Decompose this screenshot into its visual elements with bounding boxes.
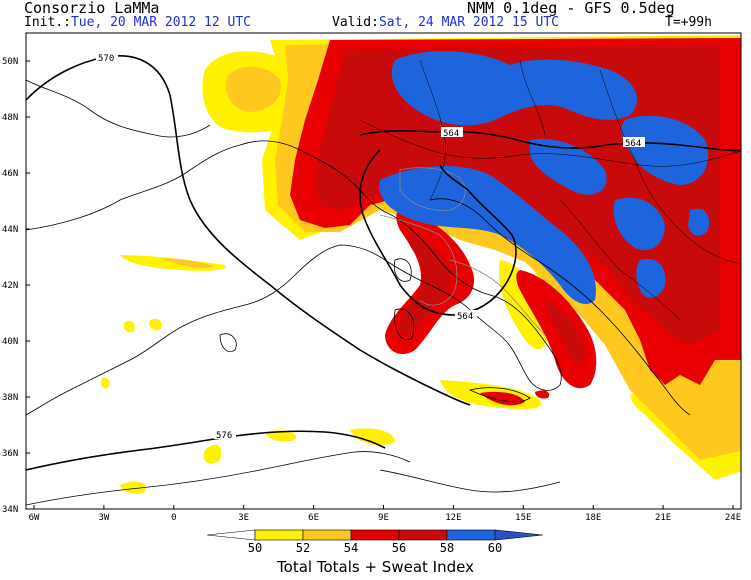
colorbar-segment [254, 529, 304, 541]
valid-value: Sat, 24 MAR 2012 15 UTC [378, 15, 559, 30]
country-borders [359, 59, 741, 321]
valid-label: Valid: [332, 15, 379, 30]
field-level-56 [315, 45, 720, 363]
lon-label: 15E [515, 513, 531, 523]
colorbar-label: 52 [295, 541, 311, 555]
latitude-axis: 50N 48N 46N 44N 42N 40N 38N 36N 34N [2, 57, 30, 515]
lon-label: 6W [29, 513, 40, 523]
contour-label-576: 576 [216, 431, 232, 441]
app-title: Consorzio LaMMa [24, 0, 160, 17]
contour-label-564b: 564 [625, 139, 641, 149]
lon-label: 18E [585, 513, 601, 523]
lat-label: 48N [2, 113, 18, 123]
lon-label: 21E [655, 513, 671, 523]
init-time: Init.:Tue, 20 MAR 2012 12 UTC [24, 15, 251, 30]
colorbar-right-arrow [494, 529, 544, 541]
region-borders [379, 167, 546, 336]
colorbar-segment [398, 529, 448, 541]
colorbar-label: 54 [343, 541, 359, 555]
lat-label: 40N [2, 337, 18, 347]
lon-label: 24E [725, 513, 741, 523]
contour-label-564a: 564 [443, 129, 459, 139]
coastlines [26, 79, 691, 506]
contour-label-564c: 564 [457, 312, 473, 322]
forecast-step: T=+99h [665, 15, 712, 30]
lat-label: 46N [2, 169, 18, 179]
contour-label-570: 570 [98, 54, 114, 64]
lat-label: 34N [2, 505, 18, 515]
longitude-axis: 6W 3W 0 3E 6E 9E 12E 15E 18E 21E 24E [29, 505, 741, 523]
lon-label: 6E [308, 513, 319, 523]
lon-label: 12E [445, 513, 461, 523]
colorbar-label: 60 [487, 541, 503, 555]
lon-label: 0 [171, 513, 176, 523]
colorbar [206, 529, 544, 541]
lat-label: 36N [2, 449, 18, 459]
colorbar-segment [302, 529, 352, 541]
colorbar-segment [350, 529, 400, 541]
colorbar-label: 58 [439, 541, 455, 555]
lat-label: 44N [2, 225, 18, 235]
lon-label: 9E [378, 513, 389, 523]
init-label: Init.: [24, 15, 71, 30]
lat-label: 50N [2, 57, 18, 67]
colorbar-label: 50 [247, 541, 263, 555]
lat-label: 38N [2, 393, 18, 403]
contour-labels: 570 564 564 564 576 [96, 52, 645, 441]
model-label: NMM 0.1deg - GFS 0.5deg [467, 0, 675, 17]
index-field [100, 35, 741, 494]
lon-label: 3E [238, 513, 249, 523]
lat-label: 42N [2, 281, 18, 291]
colorbar-title: Total Totals + Sweat Index [277, 558, 474, 576]
init-value: Tue, 20 MAR 2012 12 UTC [70, 15, 251, 30]
colorbar-label: 56 [391, 541, 407, 555]
valid-time: Valid:Sat, 24 MAR 2012 15 UTC [332, 15, 559, 30]
lon-label: 3W [98, 513, 109, 523]
colorbar-segment [446, 529, 496, 541]
colorbar-left-arrow [206, 529, 256, 541]
field-level-58 [379, 50, 710, 305]
